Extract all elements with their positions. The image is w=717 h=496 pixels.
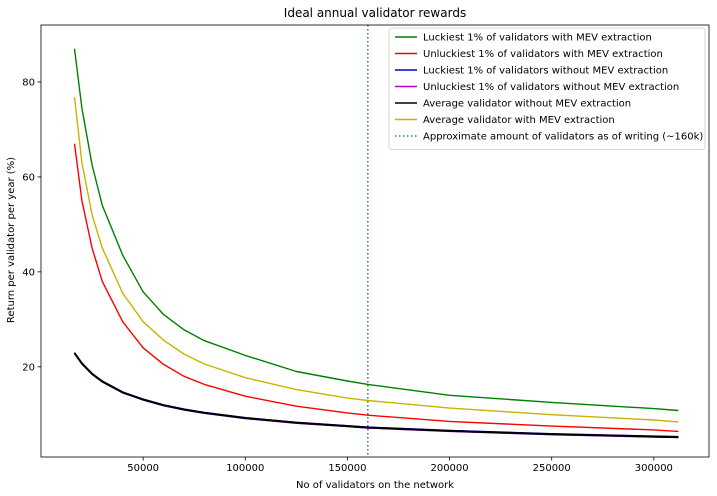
- legend-label: Unluckiest 1% of validators with MEV ext…: [423, 49, 663, 60]
- legend-label: Luckiest 1% of validators with MEV extra…: [423, 33, 652, 44]
- legend-label: Average validator with MEV extraction: [423, 115, 615, 126]
- axis-ticks: 50000 100000 150000 200000 250000 300000 20 40 6…: [22, 77, 673, 474]
- y-tick-label: 40: [22, 267, 35, 278]
- legend-label: Luckiest 1% of validators without MEV ex…: [423, 66, 668, 77]
- y-tick-label: 20: [22, 362, 35, 373]
- y-tick-label: 80: [22, 77, 35, 88]
- x-tick-label: 150000: [328, 463, 366, 474]
- x-tick-label: 200000: [430, 463, 468, 474]
- legend-label: Approximate amount of validators as of w…: [423, 132, 703, 143]
- y-tick-label: 60: [22, 172, 35, 183]
- x-tick-label: 250000: [533, 463, 571, 474]
- plot-frame: [40, 24, 710, 458]
- legend-box: [388, 27, 706, 150]
- series-line-1: [73, 143, 679, 433]
- legend: Luckiest 1% of validators with MEV extra…: [388, 27, 706, 150]
- x-tick-label: 300000: [635, 463, 673, 474]
- x-axis-label: No of validators on the network: [296, 480, 454, 491]
- x-tick-label: 50000: [127, 463, 159, 474]
- series-line-0: [73, 48, 679, 412]
- chart-title: Ideal annual validator rewards: [284, 6, 466, 20]
- x-tick-label: 100000: [226, 463, 264, 474]
- series-line-4: [73, 352, 679, 439]
- plot-area: [73, 25, 679, 457]
- y-axis-label: Return per validator per year (%): [6, 157, 17, 323]
- legend-label: Unluckiest 1% of validators without MEV …: [423, 82, 679, 93]
- series-line-5: [73, 97, 679, 423]
- legend-label: Average validator without MEV extraction: [423, 99, 631, 110]
